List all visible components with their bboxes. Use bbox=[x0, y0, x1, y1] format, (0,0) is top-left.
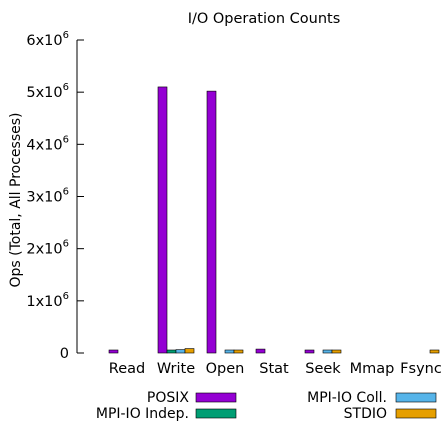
y-tick-exponent: 6 bbox=[63, 239, 69, 250]
y-tick-label: 4x106 bbox=[26, 134, 69, 153]
chart-title: I/O Operation Counts bbox=[188, 11, 341, 27]
bar-fsync-stdio bbox=[429, 349, 440, 354]
x-tick-label: Read bbox=[109, 361, 145, 377]
x-tick-label: Fsync bbox=[400, 361, 442, 377]
x-tick-label: Open bbox=[206, 361, 245, 377]
bar-write-stdio bbox=[184, 348, 195, 354]
y-tick-label: 6x106 bbox=[26, 30, 69, 49]
y-axis-label: Ops (Total, All Processes) bbox=[8, 113, 24, 288]
bar-write-mpi-io-coll- bbox=[175, 349, 186, 354]
legend-swatch bbox=[395, 408, 437, 419]
x-tick-label: Write bbox=[157, 361, 195, 377]
y-ticks: 0 1x106 2x106 3x106 4x106 5x106 6x106 bbox=[26, 30, 84, 362]
bar-seek-posix bbox=[304, 349, 315, 354]
y-tick-exponent: 6 bbox=[63, 291, 69, 302]
y-tick-label: 2x106 bbox=[26, 239, 69, 258]
bar-write-posix bbox=[157, 86, 168, 354]
x-tick-label: Mmap bbox=[350, 361, 395, 377]
y-tick-label: 0 bbox=[60, 346, 69, 362]
y-tick-label: 5x106 bbox=[26, 82, 69, 101]
bar-seek-mpi-io-coll- bbox=[322, 349, 333, 354]
legend-label: POSIX bbox=[147, 390, 189, 406]
bars bbox=[108, 86, 440, 354]
bar-open-mpi-io-coll- bbox=[224, 349, 235, 354]
y-tick-label: 1x106 bbox=[26, 291, 69, 310]
y-tick-label: 3x106 bbox=[26, 187, 69, 206]
y-tick-exponent: 6 bbox=[63, 187, 69, 198]
y-tick-exponent: 6 bbox=[63, 30, 69, 41]
legend-swatch bbox=[195, 408, 237, 419]
legend-label: STDIO bbox=[344, 406, 387, 422]
x-tick-label: Seek bbox=[305, 361, 341, 377]
bar-write-mpi-io-indep- bbox=[166, 349, 177, 354]
bar-read-posix bbox=[108, 349, 119, 354]
legend-label: MPI-IO Coll. bbox=[307, 390, 387, 406]
y-tick-exponent: 6 bbox=[63, 82, 69, 93]
bar-open-stdio bbox=[233, 349, 244, 354]
legend-swatch bbox=[195, 392, 237, 403]
y-tick-exponent: 6 bbox=[63, 134, 69, 145]
legend-swatch bbox=[395, 392, 437, 403]
legend-label: MPI-IO Indep. bbox=[96, 406, 189, 422]
bar-seek-stdio bbox=[331, 349, 342, 354]
x-tick-label: Stat bbox=[259, 361, 289, 377]
x-tick-labels: Read Write Open Stat Seek Mmap Fsync bbox=[109, 361, 442, 377]
bar-open-posix bbox=[206, 90, 217, 354]
bar-stat-posix bbox=[255, 348, 266, 354]
